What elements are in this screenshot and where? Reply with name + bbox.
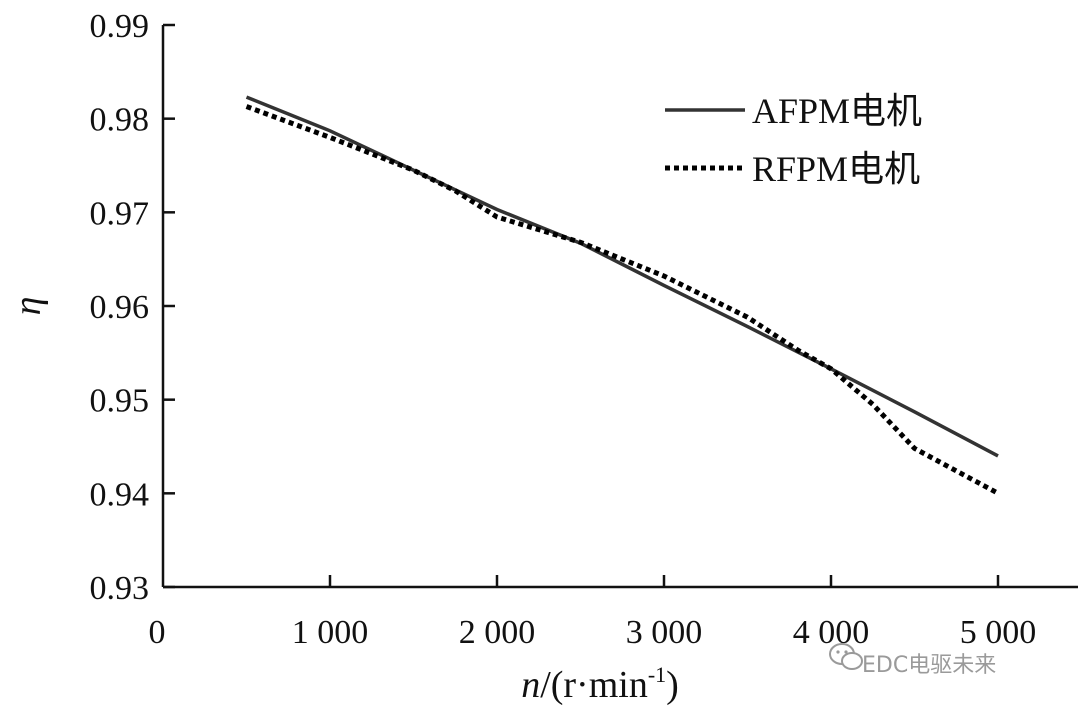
x-tick-label: 4 000 [793,614,870,651]
axes: 0.93 0.94 0.95 0.96 0.97 0.98 0.99 0 1 000 2 000… [90,8,1078,651]
legend-label-afpm: AFPM电机 [752,91,922,131]
x-axis-label-exponent: -1 [648,662,666,687]
legend-label-rfpm: RFPM电机 [752,149,920,189]
y-tick-label: 0.93 [90,570,150,607]
y-tick-label: 0.99 [90,8,150,45]
series-layer [245,95,1000,496]
y-tick-label: 0.97 [90,195,150,232]
y-tick-label: 0.98 [90,102,150,139]
series-line-afpm [245,95,999,458]
x-axis-label-close: ) [666,664,679,706]
series-line-rfpm [245,104,1000,496]
y-tick-label: 0.96 [90,289,150,326]
watermark: EDC电驱未来 [829,643,996,678]
legend: AFPM电机 RFPM电机 [665,91,922,189]
y-axis-label: η [7,297,49,316]
y-ticks: 0.93 0.94 0.95 0.96 0.97 0.98 0.99 [90,8,175,607]
y-tick-label: 0.95 [90,383,150,420]
wechat-icon [829,643,863,670]
x-axis-label-variable: n [521,664,540,706]
x-axis-label-unit: /(r·min [540,664,648,706]
x-tick-label: 0 [149,614,166,651]
x-axis-label: n/(r·min-1) [521,662,679,706]
watermark-text: EDC电驱未来 [862,653,996,678]
x-tick-label: 5 000 [960,614,1037,651]
x-tick-label: 2 000 [459,614,536,651]
x-tick-label: 3 000 [626,614,703,651]
y-tick-label: 0.94 [90,476,150,513]
x-ticks: 0 1 000 2 000 3 000 4 000 5 000 [149,575,1037,651]
x-tick-label: 1 000 [292,614,369,651]
